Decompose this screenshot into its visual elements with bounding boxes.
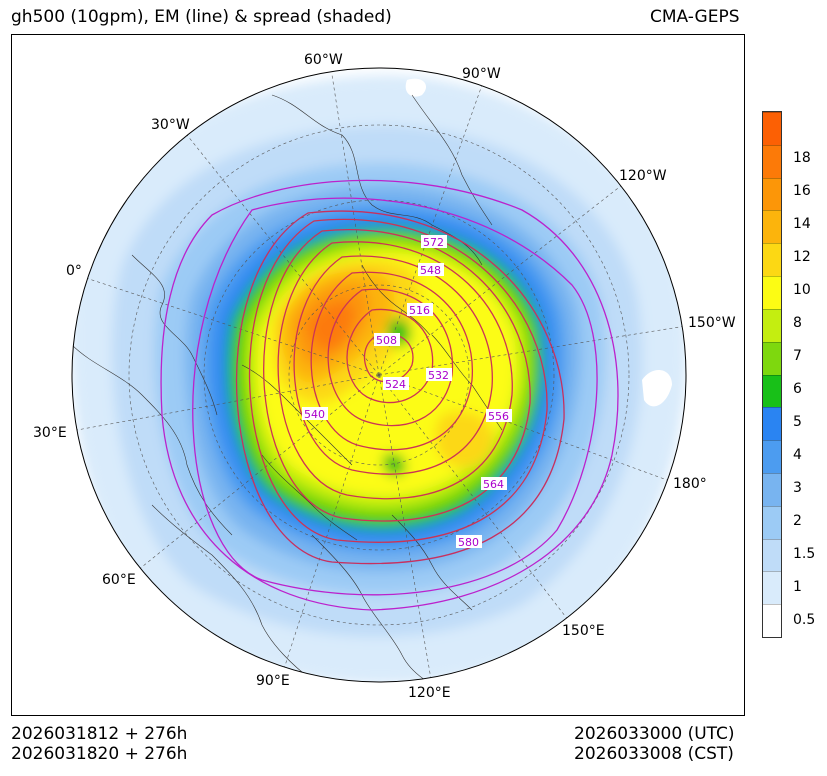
- lon-label: 150°E: [562, 623, 605, 639]
- lon-label: 150°W: [688, 315, 736, 331]
- contour-label: 524: [385, 378, 406, 391]
- colorbar-tick-label: 16: [793, 183, 811, 200]
- contour-label: 572: [423, 236, 444, 249]
- colorbar-segment: [763, 571, 781, 605]
- contour-label: 508: [376, 334, 397, 347]
- colorbar-segment: [763, 210, 781, 244]
- lon-label: 120°W: [619, 168, 667, 184]
- lon-label: 60°W: [304, 52, 343, 68]
- colorbar-tick-label: 2: [793, 512, 802, 529]
- contour-label: 548: [420, 264, 441, 277]
- colorbar-tick-label: 0.5: [793, 611, 816, 628]
- colorbar-segment: [763, 472, 781, 506]
- contour-labels: 572 548 516 508 524 532 540 556 564 580: [302, 235, 512, 549]
- lon-label: 30°W: [151, 117, 190, 133]
- colorbar-tick-label: 10: [793, 282, 811, 299]
- colorbar-segment: [763, 440, 781, 473]
- chart-title: gh500 (10gpm), EM (line) & spread (shade…: [11, 7, 392, 27]
- lon-label: 180°: [673, 476, 707, 492]
- valid-time-cst: 2026033008 (CST): [574, 744, 734, 764]
- polar-map: 572 548 516 508 524 532 540 556 564 580: [33, 52, 736, 701]
- contour-label: 564: [483, 478, 504, 491]
- colorbar-tick-label: 1: [793, 578, 802, 595]
- colorbar-tick-label: 1.5: [793, 545, 816, 562]
- colorbar-segment: [763, 538, 781, 572]
- lon-label: 0°: [66, 263, 82, 279]
- colorbar-tick-label: 8: [793, 315, 802, 332]
- colorbar-tick-label: 18: [793, 150, 811, 167]
- lon-label: 90°E: [256, 673, 290, 689]
- colorbar-tick-label: 12: [793, 249, 811, 266]
- colorbar: [762, 111, 782, 638]
- colorbar-segment: [763, 505, 781, 539]
- lon-label: 60°E: [102, 572, 136, 588]
- contour-label: 580: [458, 536, 479, 549]
- longitude-labels: 60°W 90°W 30°W 120°W 0° 150°W 30°E 180° …: [33, 52, 736, 701]
- colorbar-segment: [763, 341, 781, 375]
- clear-ocean-patches: [405, 78, 672, 407]
- contour-label: 516: [409, 304, 430, 317]
- lon-label: 90°W: [462, 66, 501, 82]
- contour-label: 556: [488, 410, 509, 423]
- init-time-cst: 2026031820 + 276h: [11, 744, 188, 764]
- colorbar-segment: [763, 243, 781, 277]
- lon-label: 30°E: [33, 425, 67, 441]
- contour-label: 540: [304, 408, 325, 421]
- init-time-utc: 2026031812 + 276h: [11, 724, 188, 744]
- contour-label: 532: [428, 369, 449, 382]
- colorbar-tick-label: 3: [793, 479, 802, 496]
- model-name: CMA-GEPS: [650, 7, 740, 27]
- colorbar-segment: [763, 177, 781, 211]
- colorbar-segment: [763, 308, 781, 342]
- colorbar-tick-label: 14: [793, 216, 811, 233]
- colorbar-segment: [763, 374, 781, 408]
- map-frame: 572 548 516 508 524 532 540 556 564 580: [11, 34, 745, 716]
- colorbar-tick-label: 5: [793, 413, 802, 430]
- colorbar-tick-label: 4: [793, 446, 802, 463]
- colorbar-tick-label: 6: [793, 380, 802, 397]
- colorbar-segment: [763, 604, 781, 637]
- lon-label: 120°E: [408, 685, 451, 701]
- colorbar-segment: [763, 276, 781, 309]
- colorbar-tick-label: 7: [793, 348, 802, 365]
- colorbar-segment: [763, 144, 781, 178]
- colorbar-segment: [763, 407, 781, 441]
- map-boundary: [71, 67, 687, 683]
- valid-time-utc: 2026033000 (UTC): [574, 724, 735, 744]
- contour-lines: [160, 179, 619, 611]
- colorbar-segment: [763, 112, 781, 145]
